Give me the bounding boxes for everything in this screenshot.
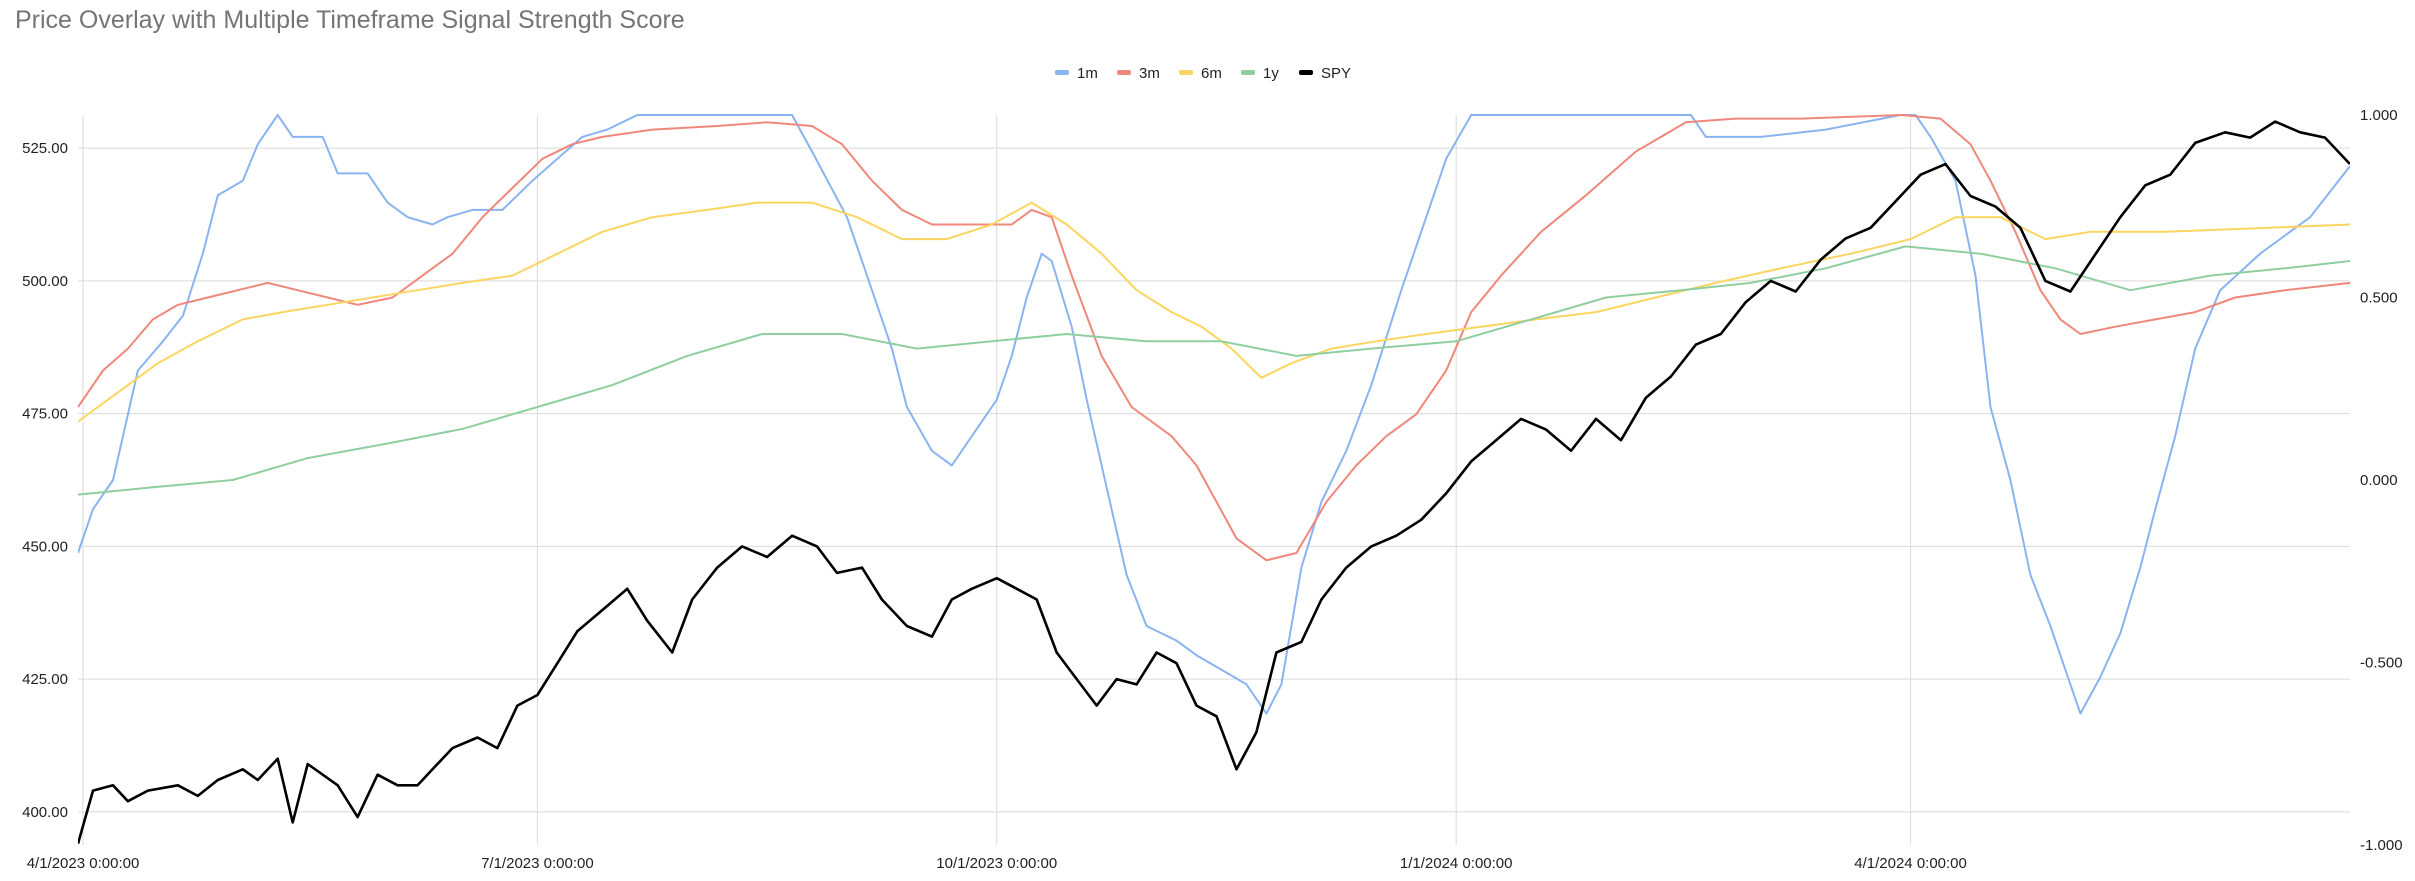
x-tick-label-4: 4/1/2024 0:00:00 <box>1854 855 1967 872</box>
legend-swatch-1y <box>1241 70 1255 75</box>
legend-swatch-3m <box>1117 70 1131 75</box>
legend-label-3m: 3m <box>1139 65 1160 82</box>
x-tick-label-0: 4/1/2023 0:00:00 <box>27 855 140 872</box>
y-left-tick-label-3: 475.00 <box>22 406 68 423</box>
y-right-tick-label-0: -1.000 <box>2360 837 2403 854</box>
series-line-1y <box>78 245 2350 496</box>
series-line-6m <box>78 201 2350 423</box>
legend-swatch-6m <box>1179 70 1193 75</box>
chart-title: Price Overlay with Multiple Timeframe Si… <box>15 6 685 34</box>
y-left-tick-label-5: 525.00 <box>22 140 68 157</box>
y-left-tick-label-1: 425.00 <box>22 671 68 688</box>
series-line-3m <box>78 114 2350 562</box>
legend-swatch-spy <box>1299 70 1313 75</box>
x-tick-label-3: 1/1/2024 0:00:00 <box>1400 855 1513 872</box>
legend-label-1y: 1y <box>1263 65 1279 82</box>
y-right-tick-label-1: -0.500 <box>2360 655 2403 672</box>
legend-label-spy: SPY <box>1321 65 1351 82</box>
y-right-tick-label-2: 0.000 <box>2360 472 2398 489</box>
legend-label-6m: 6m <box>1201 65 1222 82</box>
legend-label-1m: 1m <box>1077 65 1098 82</box>
series-line-1m <box>78 114 2350 715</box>
y-right-tick-label-4: 1.000 <box>2360 107 2398 124</box>
x-tick-label-2: 10/1/2023 0:00:00 <box>936 855 1057 872</box>
y-right-tick-label-3: 0.500 <box>2360 290 2398 307</box>
y-left-tick-label-2: 450.00 <box>22 538 68 555</box>
series-line-spy <box>78 120 2350 845</box>
y-left-tick-label-4: 500.00 <box>22 273 68 290</box>
y-left-tick-label-0: 400.00 <box>22 804 68 821</box>
x-tick-label-1: 7/1/2023 0:00:00 <box>481 855 594 872</box>
legend-swatch-1m <box>1055 70 1069 75</box>
